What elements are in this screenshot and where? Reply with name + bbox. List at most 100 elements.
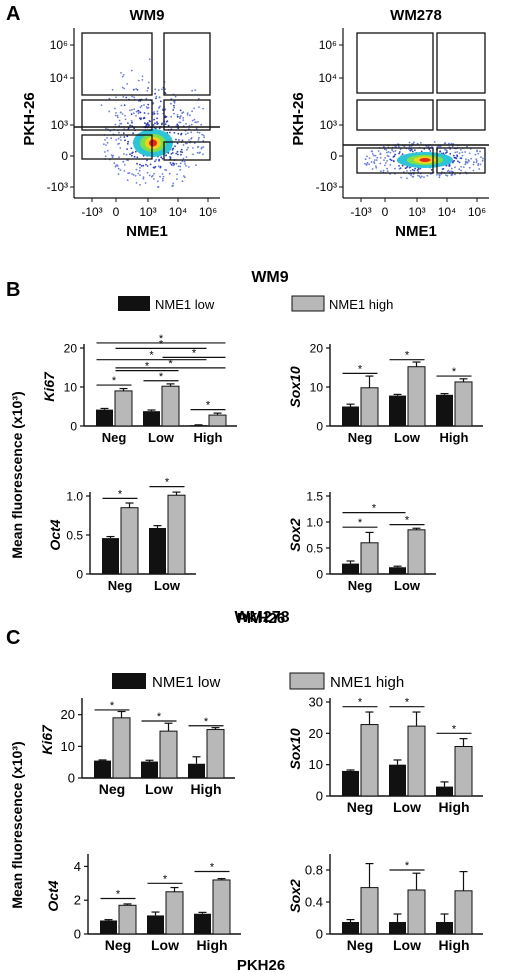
event-dot <box>153 172 155 175</box>
event-dot <box>147 87 150 89</box>
event-dot <box>121 86 124 89</box>
event-dot <box>135 168 138 171</box>
event-dot <box>193 118 196 121</box>
event-dot <box>173 163 176 165</box>
event-dot <box>457 160 459 163</box>
event-dot <box>454 173 456 176</box>
y-tick-label: 10⁴ <box>49 71 68 85</box>
event-dot <box>170 102 172 105</box>
event-dot <box>170 115 173 118</box>
event-dot <box>156 122 159 125</box>
event-dot <box>185 123 187 125</box>
significance-star: * <box>159 371 164 383</box>
event-dot <box>476 150 478 153</box>
event-dot <box>414 167 416 170</box>
event-dot <box>442 152 445 155</box>
event-dot <box>142 176 145 179</box>
event-dot <box>475 160 478 162</box>
event-dot <box>122 74 125 76</box>
event-dot <box>137 110 140 113</box>
event-dot <box>387 151 390 153</box>
event-dot <box>177 165 180 168</box>
significance-star: * <box>145 361 150 373</box>
event-dot <box>126 148 128 151</box>
event-dot <box>203 136 206 139</box>
event-dot <box>123 153 125 155</box>
gate-box <box>356 99 434 131</box>
event-dot <box>160 123 163 126</box>
legend-label-low: NME1 low <box>155 297 215 312</box>
event-dot <box>468 152 471 155</box>
event-dot <box>191 89 194 92</box>
category-label: Low <box>148 430 175 445</box>
event-dot <box>365 164 368 166</box>
category-label: Neg <box>347 937 373 953</box>
event-dot <box>139 117 141 120</box>
event-dot <box>118 142 120 145</box>
significance-star: * <box>405 860 410 872</box>
event-dot <box>119 136 122 139</box>
event-dot <box>192 153 194 156</box>
event-dot <box>416 142 419 145</box>
event-dot <box>183 160 186 163</box>
event-dot <box>191 110 194 113</box>
event-dot <box>195 164 197 167</box>
event-dot <box>366 155 368 158</box>
event-dot <box>459 157 462 160</box>
event-dot <box>187 146 189 149</box>
event-dot <box>184 163 186 165</box>
event-dot <box>466 145 468 148</box>
event-dot <box>118 156 120 159</box>
event-dot <box>179 165 182 168</box>
event-dot <box>480 156 482 159</box>
gate-box <box>436 147 486 174</box>
event-dot <box>159 105 161 108</box>
event-dot <box>142 164 145 167</box>
event-dot <box>106 141 109 144</box>
event-dot <box>186 148 188 151</box>
panel-b-letter: B <box>6 279 20 301</box>
event-dot <box>430 169 433 171</box>
y-tick-label: 10 <box>309 757 323 772</box>
event-dot <box>148 124 150 127</box>
event-dot <box>162 175 165 178</box>
event-dot <box>158 96 161 98</box>
event-dot <box>448 142 450 145</box>
event-dot <box>177 153 179 156</box>
event-dot <box>155 158 158 161</box>
event-dot <box>135 88 138 90</box>
y-tick-label: 0 <box>330 149 337 163</box>
x-tick-label: 10³ <box>139 205 156 219</box>
event-dot <box>164 88 167 91</box>
event-dot <box>179 109 182 112</box>
event-dot <box>373 154 375 157</box>
event-dot <box>130 147 133 150</box>
event-dot <box>445 174 447 177</box>
event-dot <box>413 169 416 172</box>
event-dot <box>156 110 159 113</box>
bar-high <box>206 729 225 779</box>
event-dot <box>104 155 107 158</box>
significance-star: * <box>118 488 123 500</box>
bar-low <box>389 764 406 796</box>
event-dot <box>409 169 412 172</box>
category-label: Neg <box>108 578 133 593</box>
event-dot <box>398 168 401 170</box>
event-dot <box>132 132 135 135</box>
category-label: High <box>438 799 469 815</box>
event-dot <box>104 151 106 153</box>
y-tick-label: 10⁶ <box>50 38 68 52</box>
bar-high <box>118 904 137 935</box>
event-dot <box>126 159 128 162</box>
event-dot <box>164 123 167 125</box>
gene-label: Sox10 <box>287 728 303 769</box>
y-tick-label: -10³ <box>316 180 337 194</box>
flow-plots: WM9 10⁶ 10⁴ 10³ 0 -10³ -10³ 0 10³ 10⁴ 10⁶ NME1 PKH-2… <box>21 7 489 240</box>
event-dot <box>456 151 459 153</box>
gene-label: Sox2 <box>287 518 303 552</box>
event-dot <box>155 95 158 98</box>
event-dot <box>137 172 140 175</box>
bar-high <box>454 745 473 797</box>
